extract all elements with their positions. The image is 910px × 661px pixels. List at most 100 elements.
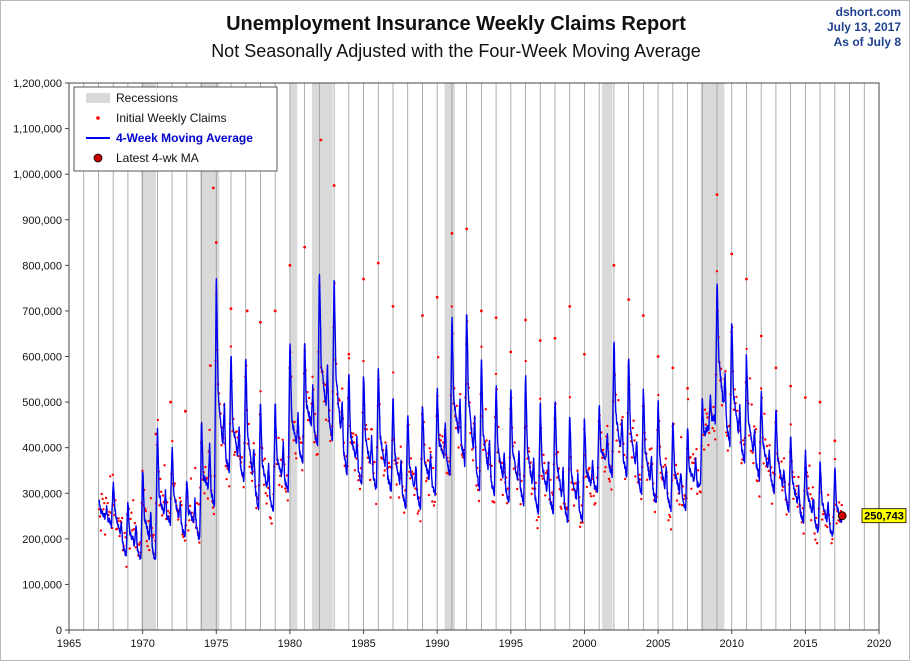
initial-claims-point (211, 186, 215, 190)
initial-claims-point (324, 418, 328, 421)
x-tick-label: 1995 (499, 638, 523, 650)
initial-claims-point (669, 528, 673, 531)
initial-claims-point (146, 545, 149, 548)
initial-claims-point (319, 138, 323, 142)
initial-claims-point (690, 487, 693, 490)
initial-claims-point (691, 453, 695, 456)
initial-claims-point (419, 520, 422, 523)
initial-claims-point (471, 459, 475, 462)
x-tick-label: 2015 (793, 638, 817, 650)
initial-claims-point (284, 487, 287, 490)
initial-claims-point (830, 542, 833, 545)
initial-claims-point (604, 466, 607, 469)
initial-claims-point (109, 475, 112, 478)
initial-claims-point (313, 412, 317, 416)
initial-claims-point (362, 359, 365, 363)
initial-claims-point (397, 496, 401, 499)
initial-claims-point (141, 469, 144, 472)
initial-claims-point (671, 366, 675, 370)
initial-claims-point (572, 504, 576, 507)
initial-claims-point (759, 387, 763, 390)
initial-claims-point (427, 493, 431, 497)
initial-claims-point (556, 451, 560, 454)
initial-claims-point (826, 525, 829, 529)
initial-claims-point (796, 505, 799, 508)
initial-claims-point (634, 475, 637, 478)
initial-claims-point (751, 451, 754, 454)
initial-claims-point (288, 263, 292, 267)
initial-claims-point (699, 491, 702, 494)
initial-claims-point (493, 501, 496, 504)
y-tick-label: 400,000 (22, 443, 62, 455)
initial-claims-point (621, 415, 624, 419)
x-tick-label: 1980 (278, 638, 302, 650)
initial-claims-point (273, 309, 277, 313)
initial-claims-point (292, 439, 295, 442)
initial-claims-point (148, 548, 151, 552)
initial-claims-point (177, 518, 180, 521)
initial-claims-point (134, 546, 137, 549)
source-site: dshort.com (835, 5, 901, 19)
initial-claims-point (152, 533, 155, 537)
initial-claims-point (724, 370, 727, 373)
legend-initial-swatch (96, 116, 100, 120)
initial-claims-point (821, 518, 824, 521)
initial-claims-point (692, 461, 696, 465)
initial-claims-point (259, 320, 262, 324)
initial-claims-point (425, 479, 428, 483)
initial-claims-point (382, 474, 385, 477)
initial-claims-point (732, 408, 736, 411)
source-credit: dshort.com July 13, 2017 As of July 8 (827, 5, 901, 50)
initial-claims-point (259, 390, 262, 393)
initial-claims-point (313, 441, 316, 444)
initial-claims-point (188, 519, 191, 522)
recession-band (444, 83, 455, 630)
initial-claims-point (433, 500, 436, 504)
legend-latest-swatch (93, 153, 103, 163)
initial-claims-point (99, 529, 103, 532)
initial-claims-point (154, 432, 158, 436)
initial-claims-point (104, 496, 108, 500)
initial-claims-point (797, 475, 800, 479)
initial-claims-point (543, 461, 546, 465)
initial-claims-point (100, 492, 103, 496)
initial-claims-point (606, 424, 609, 428)
initial-claims-point (592, 494, 595, 498)
initial-claims-point (730, 252, 734, 256)
initial-claims-point (705, 412, 708, 415)
initial-claims-point (206, 497, 210, 500)
initial-claims-point (707, 443, 710, 447)
initial-claims-point (329, 439, 332, 443)
initial-claims-point (370, 428, 374, 431)
initial-claims-point (471, 448, 474, 451)
initial-claims-point (166, 509, 170, 513)
initial-claims-point (459, 393, 462, 396)
initial-claims-point (559, 505, 562, 508)
recession-band (289, 83, 298, 630)
y-tick-label: 200,000 (22, 534, 62, 546)
initial-claims-point (111, 473, 115, 476)
initial-claims-point (183, 539, 187, 542)
initial-claims-point (540, 474, 544, 478)
initial-claims-point (656, 355, 660, 358)
y-tick-label: 700,000 (22, 306, 62, 318)
legend-recessions-label: Recessions (116, 91, 178, 105)
moving-average-path (98, 273, 843, 561)
initial-claims-point (780, 460, 783, 463)
initial-claims-point (818, 400, 822, 404)
initial-claims-point (281, 438, 284, 441)
legend: Recessions Initial Weekly Claims 4-Week … (73, 86, 278, 172)
initial-claims-point (833, 439, 837, 443)
initial-claims-point (762, 462, 765, 465)
x-tick-label: 2000 (572, 638, 596, 650)
initial-claims-point (815, 542, 819, 545)
initial-claims-point (827, 493, 830, 497)
initial-claims-point (278, 483, 281, 487)
initial-claims-point (240, 456, 244, 459)
initial-claims-point (163, 464, 166, 467)
initial-claims-point (740, 462, 743, 465)
initial-claims-point (270, 522, 273, 525)
initial-claims-point (250, 479, 254, 483)
moving-average-line (98, 273, 843, 561)
initial-claims-point (689, 456, 692, 459)
